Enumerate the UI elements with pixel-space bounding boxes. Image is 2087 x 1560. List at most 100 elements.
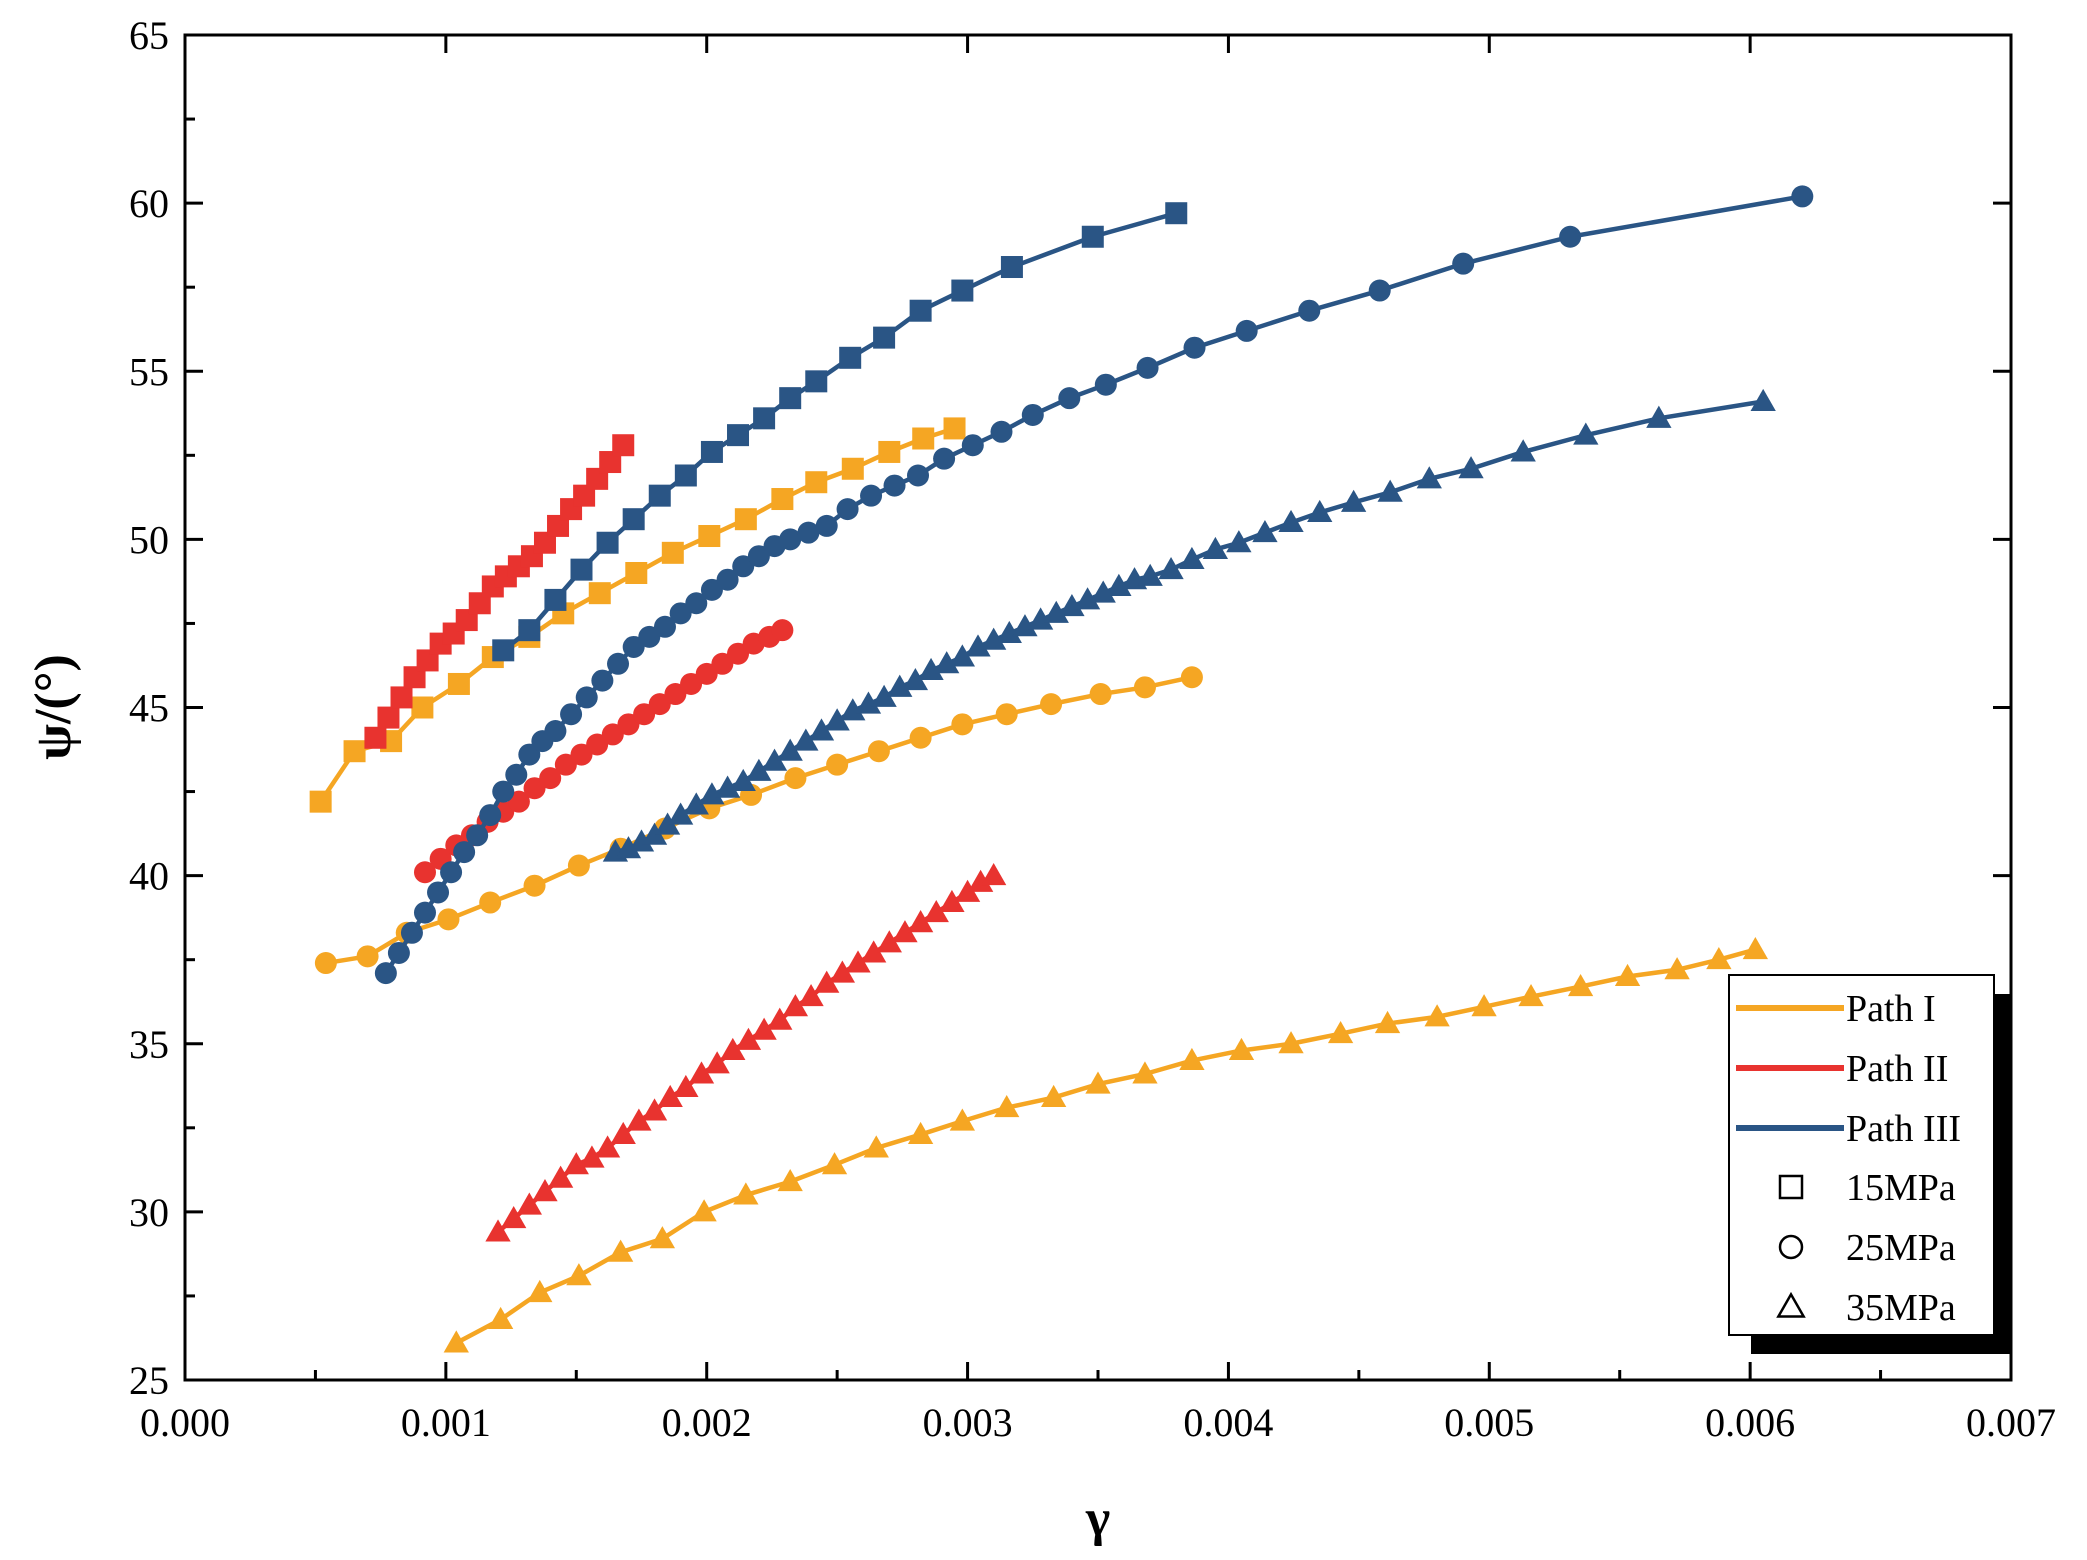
data-point <box>923 899 949 923</box>
data-point <box>680 672 703 695</box>
data-point <box>374 962 397 985</box>
data-point <box>607 1239 634 1262</box>
data-point <box>1416 466 1442 489</box>
data-point <box>649 1226 676 1249</box>
data-point <box>1278 1031 1304 1054</box>
data-point <box>612 434 635 457</box>
legend-box <box>1728 974 1995 1336</box>
series-path-ii-35mpa <box>485 862 1007 1242</box>
data-point <box>732 555 755 578</box>
data-point <box>1614 963 1641 986</box>
data-point <box>782 994 809 1017</box>
data-point <box>653 615 676 638</box>
data-point <box>664 683 687 706</box>
data-point <box>532 1179 558 1202</box>
data-point <box>485 1219 511 1242</box>
data-point <box>1183 336 1206 359</box>
data-point <box>761 748 788 771</box>
data-point <box>387 941 410 964</box>
data-point <box>314 952 337 975</box>
data-point <box>641 822 668 845</box>
data-point <box>954 879 981 902</box>
data-point <box>797 521 820 544</box>
data-point <box>735 1027 762 1050</box>
data-point <box>727 424 750 447</box>
data-point <box>699 782 725 805</box>
y-tick-label: 30 <box>129 1190 169 1235</box>
data-point <box>657 1084 683 1108</box>
data-point <box>711 652 734 675</box>
data-point <box>863 1135 889 1158</box>
data-point <box>615 836 642 859</box>
data-point <box>413 901 436 924</box>
data-point <box>688 1061 715 1084</box>
data-point <box>591 669 614 692</box>
data-point <box>949 644 976 667</box>
data-point <box>1424 1004 1450 1027</box>
data-point <box>626 1108 652 1131</box>
y-tick-label: 55 <box>129 349 169 394</box>
axes-layer: 0.000 0.001 0.002 0.003 0.004 0.005 0.006 0.007… <box>129 13 2056 1445</box>
data-point <box>829 960 856 983</box>
data-point <box>674 464 697 487</box>
series-layer <box>309 185 1814 1353</box>
data-point <box>343 740 366 763</box>
data-point <box>1518 984 1544 1007</box>
data-point <box>516 1192 542 1215</box>
data-point <box>798 984 824 1007</box>
data-point <box>861 940 887 963</box>
data-point <box>440 861 463 884</box>
y-tick-label: 35 <box>129 1022 169 1067</box>
data-point <box>466 824 489 847</box>
data-point <box>669 602 692 625</box>
data-point <box>560 703 583 726</box>
data-point <box>648 693 671 716</box>
data-point <box>1664 957 1690 980</box>
data-point <box>544 588 567 611</box>
x-axis-title: γ <box>1085 1490 1110 1547</box>
data-point <box>411 696 434 719</box>
data-point <box>714 775 741 798</box>
x-tick-label: 0.002 <box>662 1400 752 1445</box>
x-tick-label: 0.006 <box>1705 1400 1795 1445</box>
data-point <box>995 703 1018 726</box>
data-point <box>544 720 567 743</box>
series-path-iii-35mpa <box>602 388 1776 862</box>
y-tick-label: 50 <box>129 517 169 562</box>
data-point <box>1327 1021 1354 1044</box>
data-point <box>887 674 913 697</box>
x-tick-label: 0.005 <box>1444 1400 1534 1445</box>
series-path-iii-25mpa <box>374 185 1814 985</box>
data-point <box>654 812 681 835</box>
data-point <box>1027 607 1054 630</box>
data-point <box>364 726 387 749</box>
data-point <box>860 484 883 507</box>
data-point <box>1202 536 1229 559</box>
data-point <box>704 1051 730 1074</box>
data-point <box>1791 185 1814 208</box>
data-point <box>734 508 757 531</box>
data-point <box>793 728 819 751</box>
data-point <box>933 447 956 470</box>
data-point <box>638 625 661 648</box>
data-point <box>1158 556 1184 580</box>
data-point <box>622 635 645 658</box>
data-point <box>876 930 902 953</box>
data-point <box>309 790 332 813</box>
data-point <box>468 592 491 615</box>
data-point <box>951 279 974 302</box>
data-point <box>909 726 932 749</box>
data-point <box>1252 520 1278 543</box>
legend-marker-swatch <box>1778 1234 1804 1260</box>
legend-label: Path I <box>1846 988 1936 1030</box>
data-point <box>1106 573 1132 596</box>
data-point <box>808 718 835 741</box>
data-point <box>579 1145 605 1168</box>
data-point <box>826 753 849 776</box>
data-point <box>883 474 906 497</box>
data-point <box>1012 614 1038 637</box>
data-point <box>784 767 807 790</box>
data-point <box>586 467 609 490</box>
data-point <box>1471 994 1497 1017</box>
